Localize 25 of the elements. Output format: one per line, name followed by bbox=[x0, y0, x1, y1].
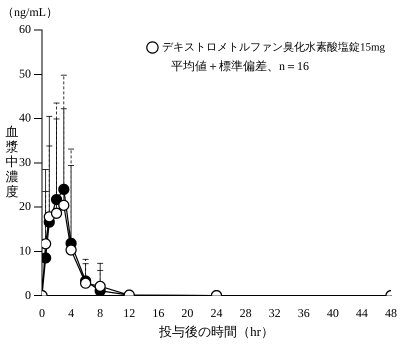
y-tick-label: 40 bbox=[19, 110, 31, 125]
x-tick-label: 32 bbox=[268, 306, 281, 320]
x-tick-label: 48 bbox=[385, 306, 397, 320]
x-tick-label: 44 bbox=[356, 306, 368, 320]
y-tick-label: 10 bbox=[19, 243, 31, 258]
y-tick-label: 0 bbox=[25, 288, 31, 302]
annotation: 平均値＋標準偏差、n＝16 bbox=[171, 59, 309, 74]
y-tick-label: 30 bbox=[19, 154, 31, 169]
legend-label: デキストロメトルファン臭化水素酸塩錠15mg bbox=[162, 40, 386, 54]
y-tick-label: 50 bbox=[19, 66, 31, 80]
x-tick-label: 12 bbox=[123, 306, 136, 320]
x-tick-label: 24 bbox=[210, 306, 222, 320]
y-tick-label: 20 bbox=[19, 199, 31, 214]
x-tick-label: 20 bbox=[181, 306, 194, 320]
x-tick-label: 40 bbox=[326, 306, 339, 320]
y-axis-title: 血漿中濃度 bbox=[6, 124, 18, 200]
y-tick-label: 60 bbox=[19, 22, 31, 36]
x-tick-label: 0 bbox=[39, 306, 45, 320]
x-tick-label: 8 bbox=[97, 306, 104, 320]
x-axis-title: 投与後の時間（hr） bbox=[158, 324, 274, 339]
x-tick-label: 36 bbox=[298, 306, 310, 320]
x-tick-label: 28 bbox=[240, 306, 252, 320]
x-tick-label: 16 bbox=[152, 306, 164, 320]
text: （ng/mL） bbox=[2, 5, 58, 19]
x-tick-label: 4 bbox=[68, 306, 74, 320]
